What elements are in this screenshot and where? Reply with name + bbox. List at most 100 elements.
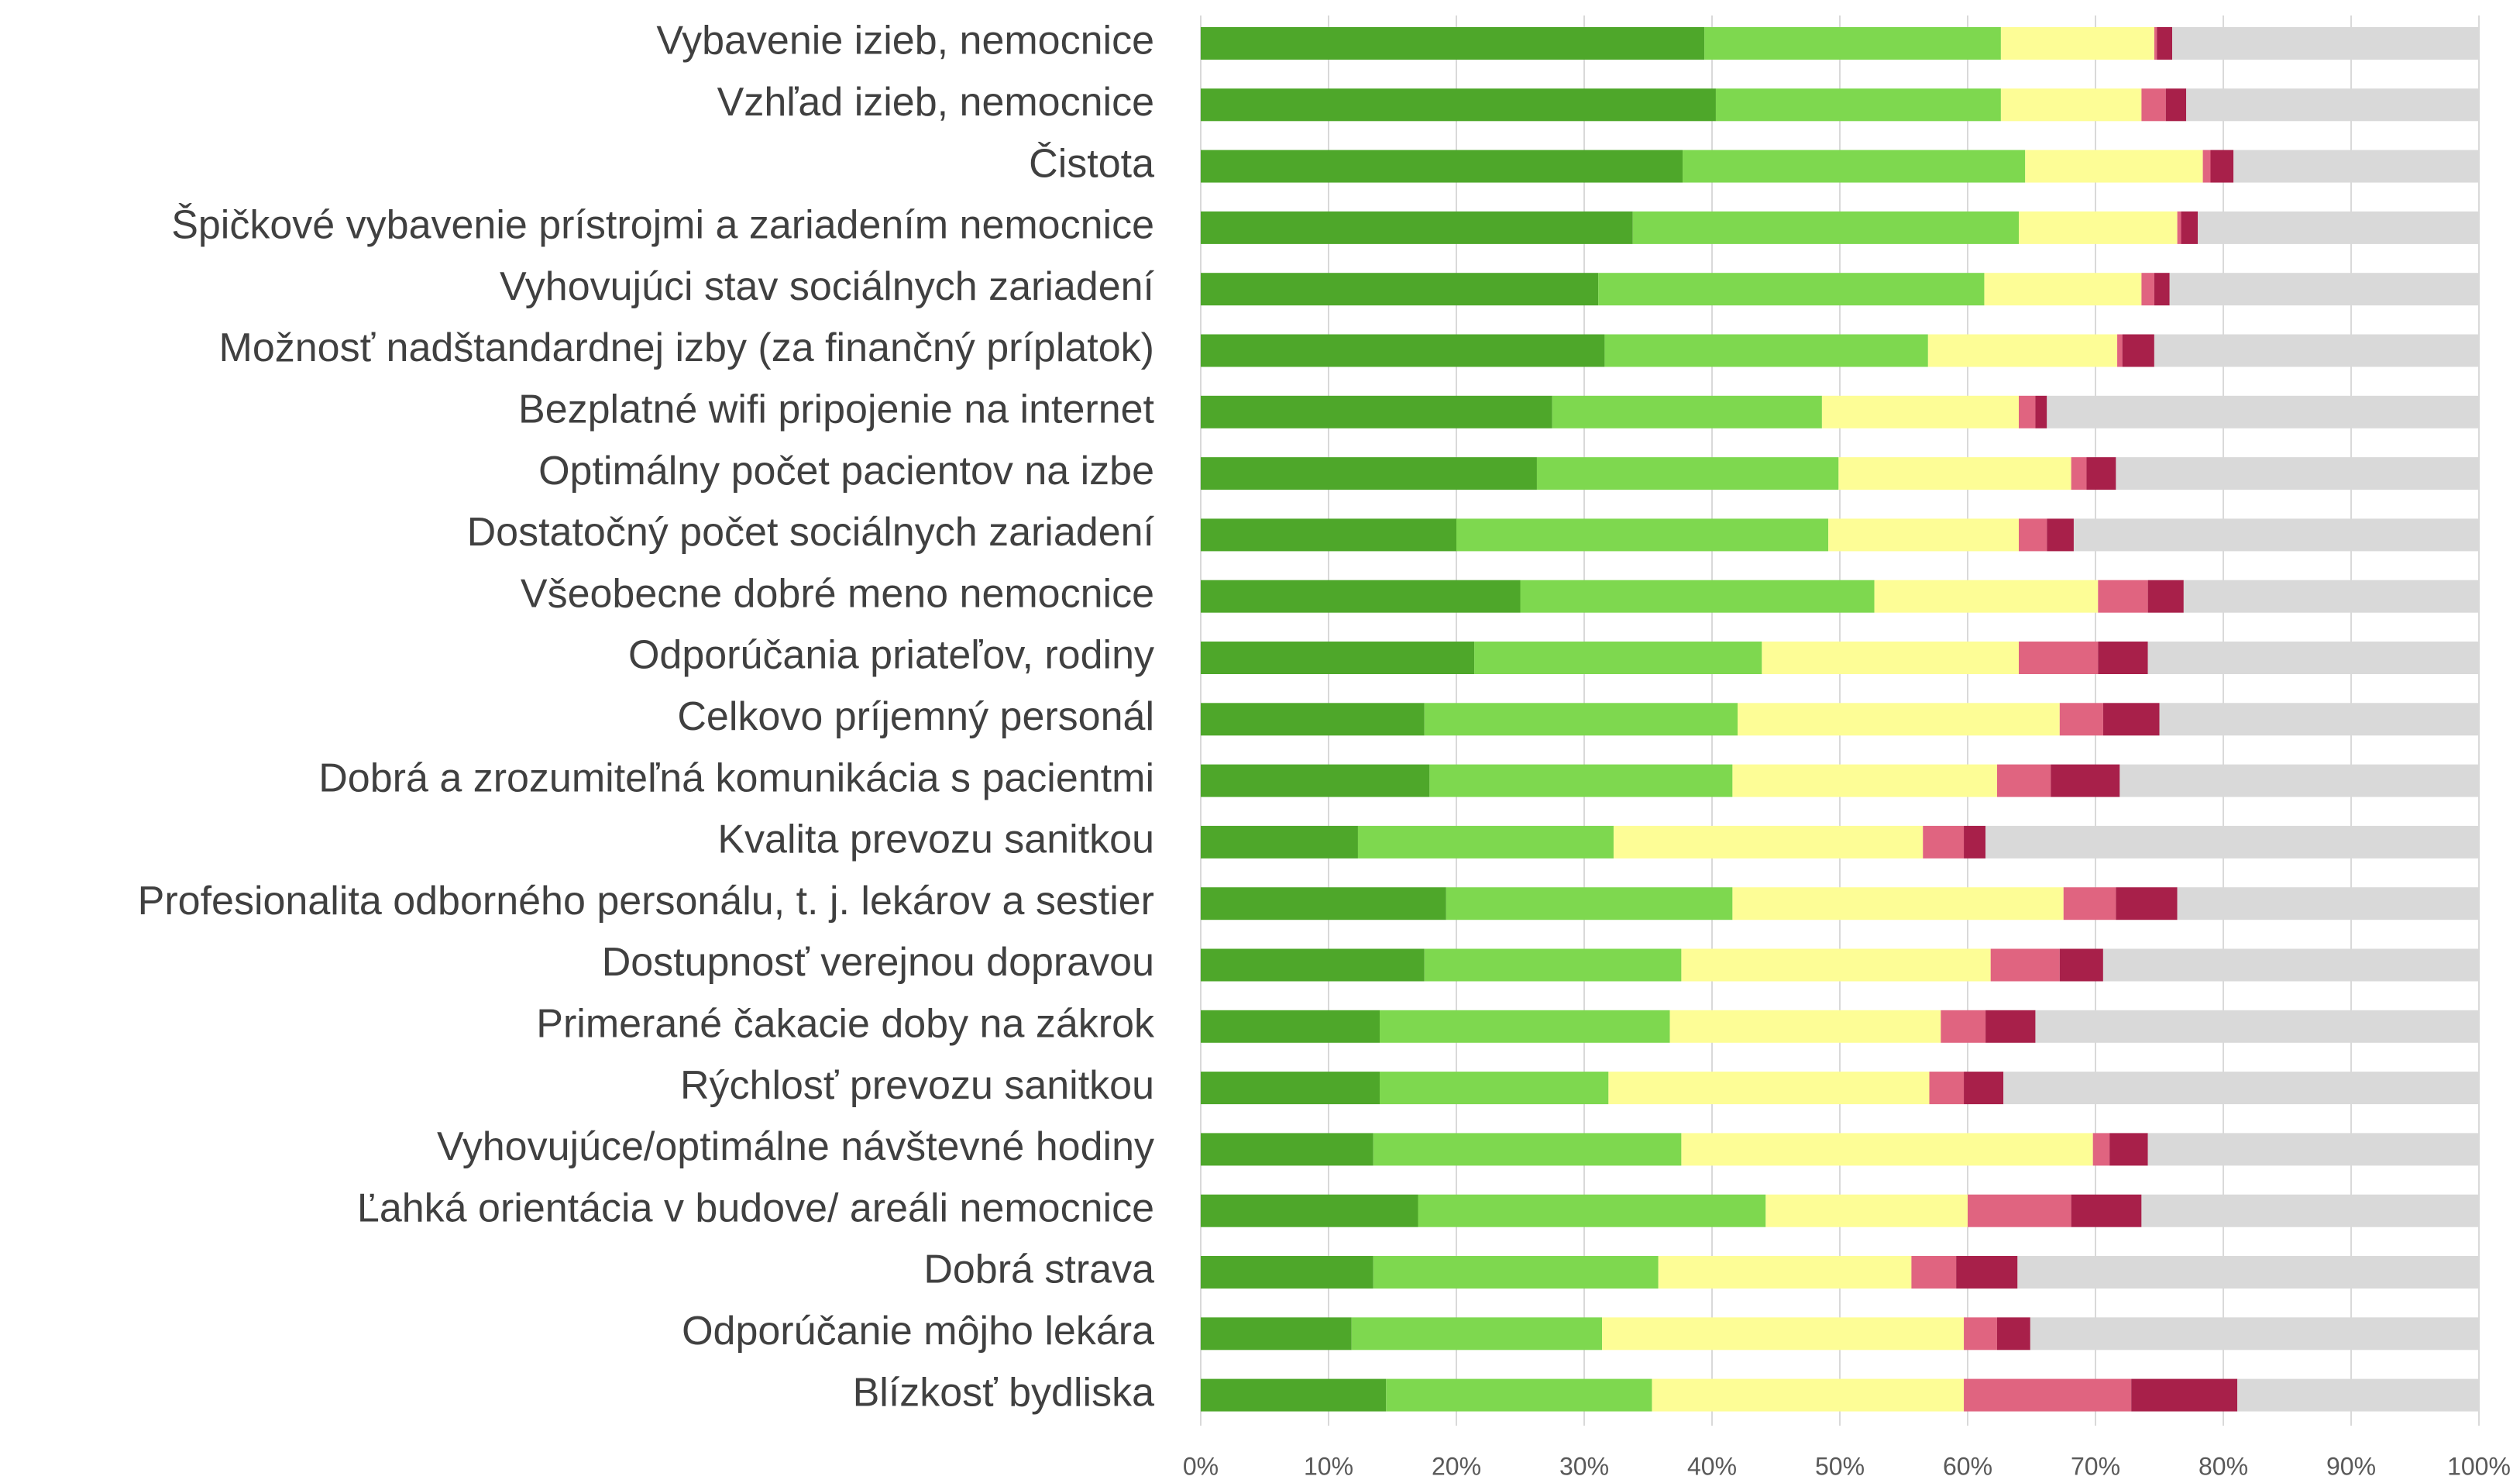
bar-segment [2035,1010,2479,1043]
bar-segment [1990,948,2060,982]
y-tick-label: Dostupnosť verejnou dopravou [602,940,1154,985]
bar-segment [2102,948,2479,982]
bar-segment [1956,1256,2018,1289]
y-tick-label: Možnosť nadštandardnej izby (za finančný… [219,325,1154,370]
bar-segment [1632,211,2019,244]
y-tick-label: Špičkové vybavenie prístrojmi a zariaden… [171,203,1154,248]
bar-segment [1201,825,1358,858]
x-tick-label: 100% [2447,1452,2511,1479]
bar-segment [1874,580,2099,613]
bar-segment [1652,1378,1965,1412]
y-tick-label: Ľahká orientácia v budove/ areáli nemocn… [357,1185,1154,1230]
bar-segment [1201,1072,1380,1105]
bar-segment [2177,211,2181,244]
bar-segment [1704,27,2001,60]
bar-segment [2169,273,2479,306]
bar-segment [1964,1378,2132,1412]
y-tick-label: Profesionalita odborného personálu, t. j… [138,879,1154,924]
bar-segment [1201,580,1521,613]
bar-segment [1964,825,1986,858]
bar-segment [1681,1133,2093,1166]
bar-segment [1923,825,1965,858]
bar-segment [2172,27,2479,60]
bar-segment [1424,948,1682,982]
bar-segment [1373,1256,1659,1289]
y-tick-label: Kvalita prevozu sanitkou [717,817,1154,862]
x-tick-label: 0% [1183,1452,1219,1479]
y-tick-label: Rýchlosť prevozu sanitkou [680,1063,1154,1108]
bar-segment [2059,703,2103,736]
bar-segment [1418,1194,1766,1227]
bar-segment [1351,1317,1603,1351]
y-tick-label: Vzhľad izieb, nemocnice [717,80,1154,125]
x-tick-label: 70% [2071,1452,2120,1479]
bar-segment [1201,395,1552,428]
bar-segment [2147,580,2184,613]
bar-segment [1201,211,1633,244]
bar-segment [1201,88,1716,122]
bar-segment [2073,518,2479,552]
y-tick-label: Vybavenie izieb, nemocnice [656,19,1154,64]
bar-segment [1373,1133,1682,1166]
y-tick-label: Dobrá strava [923,1247,1154,1292]
bar-segment [1201,948,1425,982]
bar-segment [2141,88,2166,122]
bar-segment [2000,27,2154,60]
bar-segment [1598,273,1985,306]
bar-segment [2237,1378,2479,1412]
bar-segment [1968,1194,2071,1227]
bar-segment [1927,334,2118,367]
y-tick-label: Optimálny počet pacientov na izbe [538,449,1154,494]
bar-segment [2035,395,2047,428]
y-tick-label: Odporúčania priateľov, rodiny [628,633,1154,678]
bar-segment [2198,211,2479,244]
bar-segment [1446,887,1733,920]
bar-segment [2071,1194,2142,1227]
bar-segment [1201,764,1430,797]
bar-segment [2047,395,2479,428]
bar-segment [1380,1010,1670,1043]
bar-segment [1613,825,1924,858]
bar-segment [1929,1072,1965,1105]
bar-segment [1765,1194,1968,1227]
y-tick-label: Celkovo príjemný personál [677,694,1154,739]
bar-segment [1386,1378,1652,1412]
bar-segment [1520,580,1875,613]
bar-segment [2233,150,2479,183]
bar-segment [1201,1010,1380,1043]
bar-segment [2117,334,2123,367]
bar-segment [1201,887,1446,920]
bar-segment [1380,1072,1609,1105]
bar-segment [2131,1378,2238,1412]
x-tick-label: 50% [1815,1452,1865,1479]
bar-segment [1732,887,2064,920]
bar-segment [1424,703,1738,736]
bar-segment [2181,211,2198,244]
bar-segment [2098,642,2148,674]
bar-segment [2119,764,2479,797]
bar-segment [1201,150,1683,183]
bar-segment [1201,518,1456,552]
bar-segment [2059,948,2103,982]
bar-segment [1964,1317,1997,1351]
bar-segment [2116,887,2178,920]
x-tick-label: 20% [1432,1452,1481,1479]
y-tick-label: Vyhovujúci stav sociálnych zariadení [500,264,1155,309]
bar-segment [2102,703,2160,736]
bar-segment [1738,703,2060,736]
bar-segment [1984,273,2142,306]
bar-segment [2165,88,2187,122]
bar-segment [1201,642,1475,674]
bar-segment [2003,1072,2479,1105]
bar-segment [1732,764,1997,797]
bar-segment [1715,88,2001,122]
bar-segment [1828,518,2019,552]
bar-segment [1996,764,2051,797]
bar-segment [1602,1317,1965,1351]
bar-segment [1762,642,2019,674]
bar-segment [2019,211,2178,244]
bar-segment [1838,457,2071,490]
bar-segment [2109,1133,2148,1166]
bar-segment [1201,1378,1387,1412]
